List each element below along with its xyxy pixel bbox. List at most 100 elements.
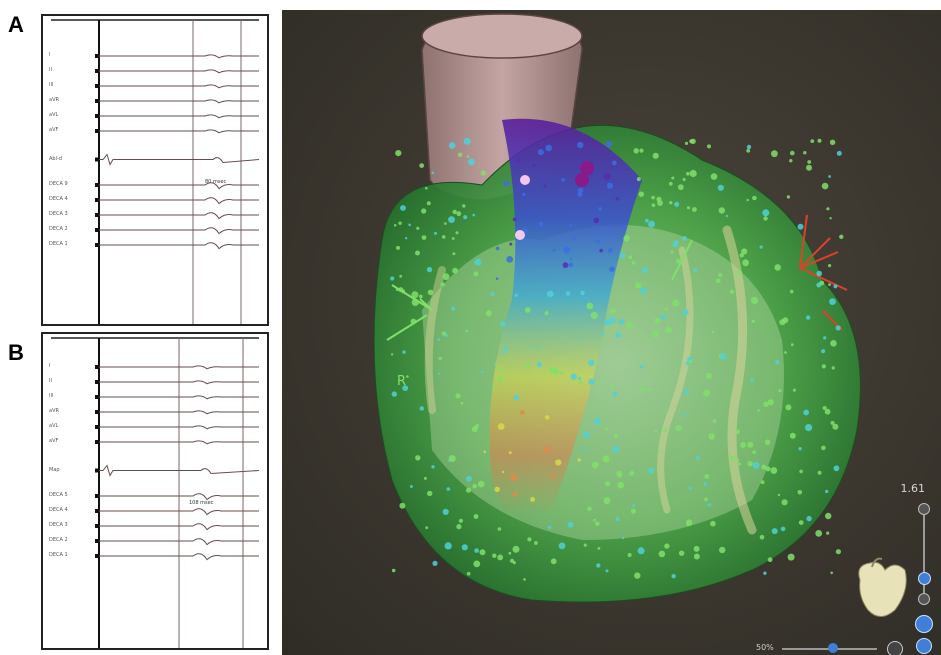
lead-label: DECA 4 [49, 507, 68, 513]
mapping-point [682, 236, 687, 241]
lead-label: aVF [49, 127, 59, 133]
mapping-point [421, 208, 427, 214]
mapping-point [431, 171, 435, 175]
mapping-point [671, 574, 676, 579]
lead-tick [95, 198, 98, 202]
highlight-point [515, 230, 525, 240]
mapping-point [543, 184, 547, 188]
mapping-point [689, 139, 694, 144]
mapping-point [839, 234, 844, 239]
ecg-panel-a: I II III aVR aVL aVF Abl-d DECA 9 DECA 4 DECA 3 DE… [41, 14, 269, 326]
mapping-point [595, 521, 600, 527]
mapping-point [761, 464, 767, 470]
mapping-point [767, 557, 773, 563]
ecg-trace [99, 84, 259, 89]
mapping-point [545, 144, 552, 152]
mapping-point [775, 360, 780, 365]
mapping-point [502, 351, 506, 354]
mapping-point [587, 506, 592, 512]
zoom-slider-track[interactable] [923, 510, 925, 605]
mapping-point [426, 201, 431, 206]
mapping-point [410, 318, 417, 325]
mapping-point [423, 476, 427, 480]
zoom-handle[interactable] [918, 572, 931, 585]
lead-tick [95, 440, 98, 444]
mapping-point [634, 572, 641, 579]
mapping-point [480, 170, 487, 176]
mapping-point [664, 543, 670, 549]
ecg-trace [99, 508, 259, 516]
mapping-point [501, 470, 505, 474]
mapping-point [446, 487, 451, 491]
lead-tick [95, 114, 98, 118]
mapping-point [752, 461, 760, 469]
mapping-point [609, 266, 615, 273]
mapping-point [421, 235, 427, 241]
mapping-point [707, 503, 712, 507]
zoom-out-icon[interactable] [918, 593, 930, 605]
mapping-point [636, 177, 641, 182]
lead-label: aVR [49, 408, 59, 414]
mapping-point [658, 450, 662, 453]
mapping-point [534, 541, 538, 545]
mapping-point [588, 359, 595, 367]
mapping-point [763, 216, 768, 221]
mapping-point [596, 563, 601, 568]
mapping-point [830, 571, 833, 575]
mapping-point [656, 196, 662, 202]
mapping-point [472, 213, 475, 217]
mapping-point [605, 481, 611, 487]
ecg-trace [99, 212, 259, 220]
mapping-point [544, 311, 549, 316]
mapping-point [729, 455, 736, 462]
mapping-point [605, 140, 613, 148]
mapping-point [547, 525, 552, 530]
mapping-point [799, 469, 803, 474]
mapping-point [665, 326, 673, 334]
horizontal-slider-handle[interactable] [828, 643, 838, 653]
mapping-point [617, 473, 622, 478]
mapping-point [440, 282, 445, 287]
mapping-point [583, 543, 587, 547]
electroanatomic-map-view[interactable]: R 1.61 50% [282, 10, 941, 655]
mapping-point [544, 446, 551, 453]
mapping-point [603, 497, 611, 505]
mapping-point [456, 211, 462, 217]
mapping-point [725, 214, 729, 218]
mapping-point [434, 231, 437, 235]
mapping-point [395, 150, 402, 157]
reset-view-icon[interactable] [887, 641, 903, 655]
mapping-point [633, 148, 639, 154]
zoom-in-icon[interactable] [918, 503, 930, 515]
settings-icon[interactable] [916, 638, 932, 654]
mapping-point [455, 231, 459, 235]
mapping-point [463, 215, 468, 220]
rotate-icon[interactable] [915, 615, 933, 633]
mapping-point [619, 252, 626, 259]
lead-label: DECA 1 [49, 241, 68, 247]
mapping-point [693, 545, 700, 552]
mapping-point [692, 207, 697, 212]
lead-tick [95, 468, 98, 473]
mapping-point [807, 160, 812, 164]
mapping-point [577, 141, 584, 149]
mapping-point [828, 264, 832, 268]
mapping-point [605, 569, 609, 573]
lead-tick [95, 380, 98, 384]
mapping-point [536, 362, 543, 368]
mapping-point [660, 314, 667, 320]
mapping-point [647, 387, 652, 392]
lead-label: DECA 2 [49, 226, 68, 232]
mapping-point [452, 252, 456, 256]
mapping-point [577, 458, 581, 462]
mapping-point [514, 293, 518, 297]
mapping-point [682, 177, 686, 182]
heart-orientation-icon[interactable] [850, 555, 910, 625]
mapping-point [803, 409, 809, 416]
mapping-point [789, 432, 796, 439]
mapping-point [703, 482, 708, 486]
lead-label: aVL [49, 112, 59, 118]
mapping-point [598, 207, 603, 211]
mapping-point [778, 389, 782, 393]
mapping-point [746, 198, 749, 202]
